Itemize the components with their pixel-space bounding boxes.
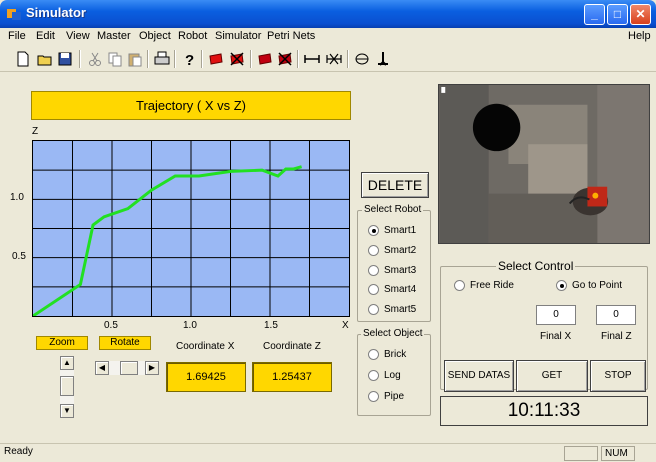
paste-icon[interactable] — [126, 50, 144, 68]
radio-smart3[interactable]: Smart3 — [368, 265, 416, 276]
scroll-up-button[interactable]: ▲ — [60, 356, 74, 370]
red-block-icon[interactable] — [207, 50, 225, 68]
final-z-label: Final Z — [601, 331, 632, 342]
trajectory-line — [33, 165, 303, 316]
scroll-right-button[interactable]: ▶ — [145, 361, 159, 375]
radio-dot[interactable] — [556, 280, 567, 291]
zoom-label[interactable]: Zoom — [36, 336, 88, 350]
coordinate-z-label: Coordinate Z — [263, 341, 321, 352]
clock-display: 10:11:33 — [440, 396, 648, 426]
final-x-input[interactable]: 0 — [536, 305, 576, 325]
window-title: Simulator — [26, 5, 86, 20]
red-block-2-icon[interactable] — [256, 50, 274, 68]
scroll-down-button[interactable]: ▼ — [60, 404, 74, 418]
radio-smart5[interactable]: Smart5 — [368, 304, 416, 315]
close-button[interactable]: ✕ — [630, 4, 651, 25]
red-x-block-2-icon[interactable] — [276, 50, 294, 68]
red-x-block-icon[interactable] — [228, 50, 246, 68]
cut-icon[interactable] — [86, 50, 104, 68]
unlink-icon[interactable] — [325, 50, 343, 68]
x-axis-label: X — [342, 320, 349, 331]
select-robot-title: Select Robot — [362, 204, 424, 215]
radio-dot[interactable] — [368, 370, 379, 381]
radio-smart2[interactable]: Smart2 — [368, 245, 416, 256]
menu-petri-nets[interactable]: Petri Nets — [267, 30, 316, 42]
open-icon[interactable] — [36, 50, 54, 68]
radio-go-to-point[interactable]: Go to Point — [556, 280, 622, 291]
stop-button[interactable]: STOP — [590, 360, 646, 392]
menu-view[interactable]: View — [66, 30, 90, 42]
copy-icon[interactable] — [106, 50, 124, 68]
final-z-input[interactable]: 0 — [596, 305, 636, 325]
view-icon[interactable] — [353, 50, 371, 68]
menu-simulator[interactable]: Simulator — [215, 30, 262, 42]
radio-dot[interactable] — [368, 284, 379, 295]
trajectory-plot — [32, 140, 350, 317]
status-bar: Ready NUM — [0, 443, 656, 462]
rotate-scroll-thumb[interactable] — [120, 361, 138, 375]
status-pane-empty — [564, 446, 598, 461]
delete-button[interactable]: DELETE — [361, 172, 429, 198]
print-icon[interactable] — [153, 50, 171, 68]
menu-master[interactable]: Master — [97, 30, 131, 42]
rotate-label[interactable]: Rotate — [99, 336, 151, 350]
radio-dot[interactable] — [368, 265, 379, 276]
radio-dot[interactable] — [368, 245, 379, 256]
radio-dot[interactable] — [368, 349, 379, 360]
menu-object[interactable]: Object — [139, 30, 171, 42]
x-tick-label: 0.5 — [104, 320, 118, 331]
coordinate-x-label: Coordinate X — [176, 341, 235, 352]
menu-robot[interactable]: Robot — [178, 30, 208, 42]
y-tick-label: 0.5 — [12, 251, 26, 262]
menu-file[interactable]: File — [8, 30, 26, 42]
scroll-left-button[interactable]: ◀ — [95, 361, 109, 375]
x-tick-label: 1.0 — [183, 320, 197, 331]
trajectory-title: Trajectory ( X vs Z) — [31, 91, 351, 120]
coordinate-x-value: 1.69425 — [166, 362, 246, 392]
send-datas-button[interactable]: SEND DATAS — [444, 360, 514, 392]
title-bar[interactable]: Simulator _ □ ✕ — [0, 0, 656, 28]
help-icon[interactable]: ? — [180, 50, 198, 68]
maximize-button[interactable]: □ — [607, 4, 628, 25]
y-tick-label: 1.0 — [10, 192, 24, 203]
camera-view — [438, 84, 650, 244]
radio-dot[interactable] — [368, 391, 379, 402]
radio-dot[interactable] — [454, 280, 465, 291]
menu-bar: File Edit View Master Object Robot Simul… — [0, 28, 656, 46]
radio-smart1[interactable]: Smart1 — [368, 225, 416, 236]
radio-dot[interactable] — [368, 225, 379, 236]
select-control-title: Select Control — [496, 259, 576, 273]
x-tick-label: 1.5 — [264, 320, 278, 331]
save-icon[interactable] — [56, 50, 74, 68]
radio-brick[interactable]: Brick — [368, 349, 406, 360]
radio-log[interactable]: Log — [368, 370, 401, 381]
minimize-button[interactable]: _ — [584, 4, 605, 25]
select-object-title: Select Object — [361, 328, 425, 339]
svg-text:?: ? — [185, 52, 194, 68]
get-position-button[interactable]: GET POSITION — [516, 360, 588, 411]
zoom-scroll-thumb[interactable] — [60, 376, 74, 396]
menu-help[interactable]: Help — [628, 30, 651, 42]
coordinate-z-value: 1.25437 — [252, 362, 332, 392]
menu-edit[interactable]: Edit — [36, 30, 55, 42]
radio-smart4[interactable]: Smart4 — [368, 284, 416, 295]
radio-pipe[interactable]: Pipe — [368, 391, 404, 402]
status-text: Ready — [4, 446, 33, 457]
toolbar: ? — [0, 46, 656, 72]
z-axis-label: Z — [32, 126, 39, 137]
radio-free-ride[interactable]: Free Ride — [454, 280, 514, 291]
link-icon[interactable] — [303, 50, 321, 68]
new-icon[interactable] — [14, 50, 32, 68]
robot-icon[interactable] — [374, 50, 392, 68]
app-icon — [7, 9, 21, 20]
status-num: NUM — [601, 446, 635, 461]
final-x-label: Final X — [540, 331, 572, 342]
radio-dot[interactable] — [368, 304, 379, 315]
